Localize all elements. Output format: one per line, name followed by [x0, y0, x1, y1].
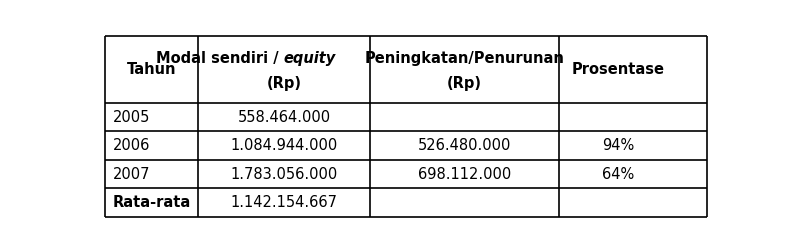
Text: Tahun: Tahun: [127, 62, 177, 77]
Text: 2007: 2007: [112, 167, 150, 182]
Text: 1.084.944.000: 1.084.944.000: [230, 138, 337, 153]
Text: Peningkatan/Penurunan: Peningkatan/Penurunan: [364, 51, 565, 66]
Text: Rata-rata: Rata-rata: [112, 195, 191, 210]
Text: 1.142.154.667: 1.142.154.667: [230, 195, 337, 210]
Text: 1.783.056.000: 1.783.056.000: [230, 167, 337, 182]
Text: Prosentase: Prosentase: [572, 62, 664, 77]
Text: 526.480.000: 526.480.000: [418, 138, 512, 153]
Text: 558.464.000: 558.464.000: [238, 110, 330, 124]
Text: 64%: 64%: [602, 167, 634, 182]
Text: (Rp): (Rp): [447, 76, 482, 91]
Text: 94%: 94%: [602, 138, 634, 153]
Text: equity: equity: [284, 51, 336, 66]
Text: 2005: 2005: [112, 110, 150, 124]
Text: 698.112.000: 698.112.000: [418, 167, 511, 182]
Text: (Rp): (Rp): [267, 76, 302, 91]
Text: Modal sendiri /: Modal sendiri /: [156, 51, 284, 66]
Text: 2006: 2006: [112, 138, 150, 153]
